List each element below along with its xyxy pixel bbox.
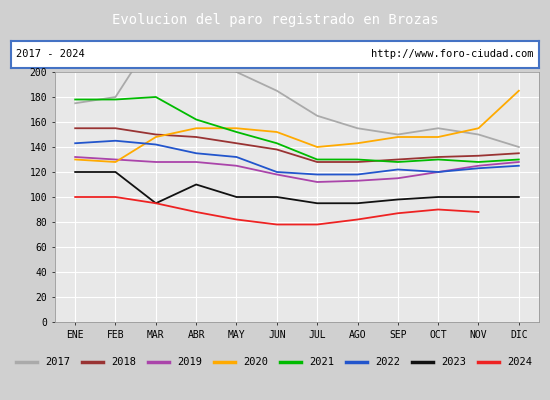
Text: 2017: 2017: [45, 357, 70, 367]
Text: 2019: 2019: [177, 357, 202, 367]
Text: 2024: 2024: [507, 357, 532, 367]
Text: 2023: 2023: [441, 357, 466, 367]
Text: Evolucion del paro registrado en Brozas: Evolucion del paro registrado en Brozas: [112, 13, 438, 27]
Text: 2020: 2020: [243, 357, 268, 367]
Text: http://www.foro-ciudad.com: http://www.foro-ciudad.com: [371, 49, 534, 59]
Text: 2017 - 2024: 2017 - 2024: [16, 49, 85, 59]
Text: 2022: 2022: [375, 357, 400, 367]
Text: 2018: 2018: [111, 357, 136, 367]
Text: 2021: 2021: [309, 357, 334, 367]
